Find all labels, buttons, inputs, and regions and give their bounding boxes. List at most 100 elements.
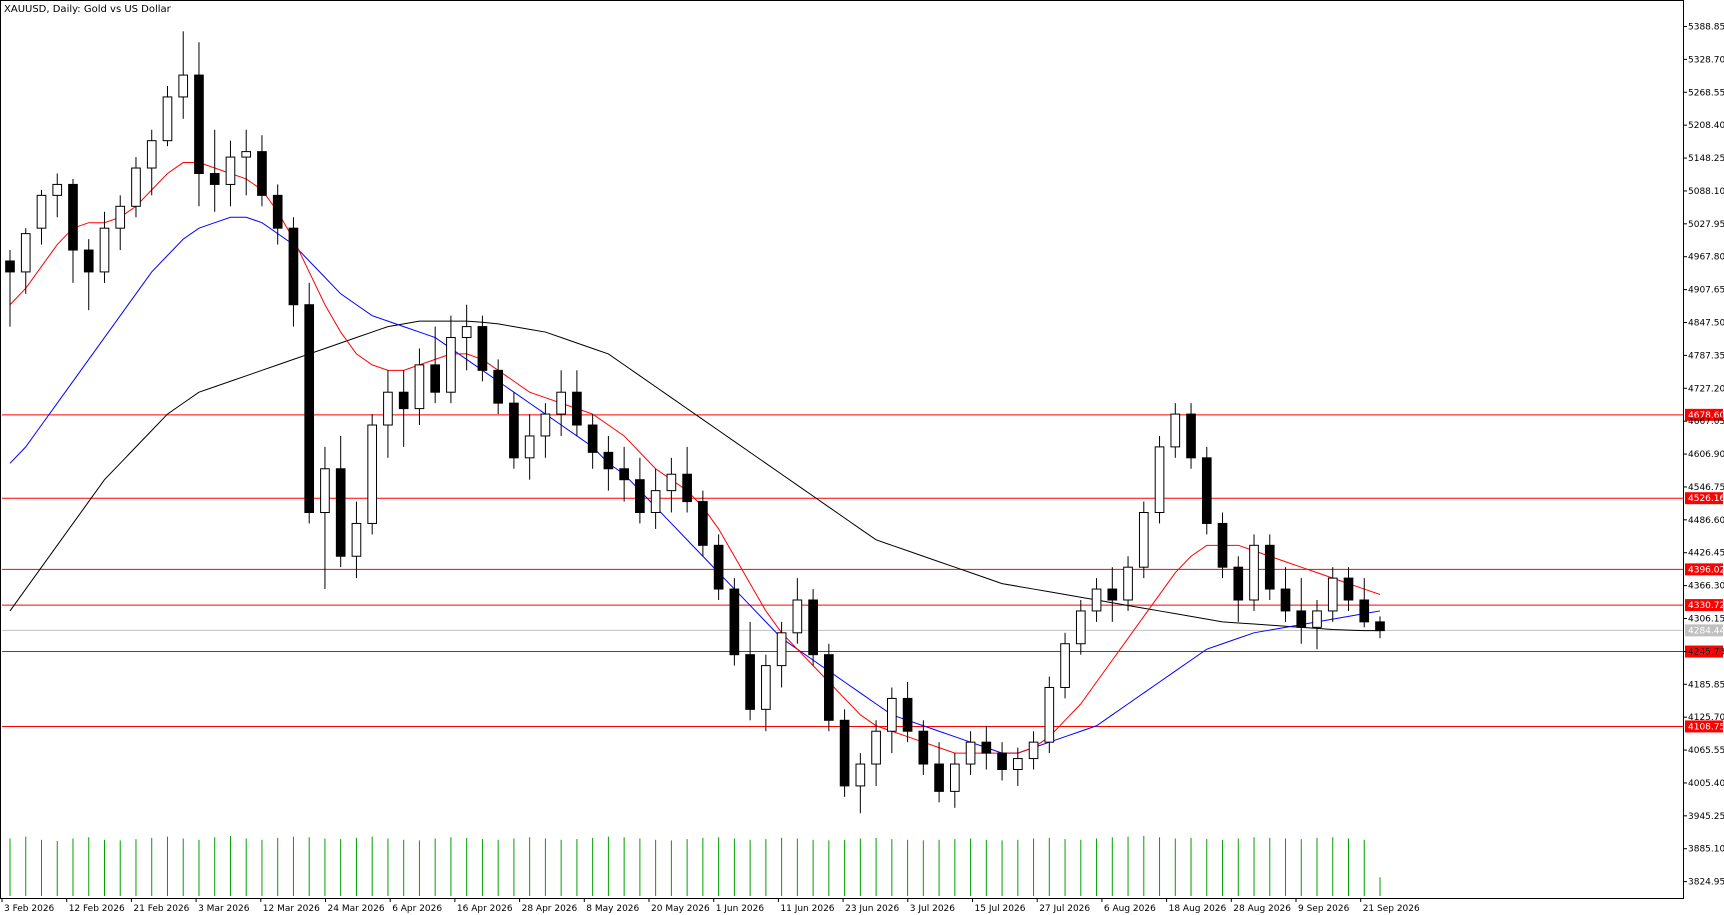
candle-body [1012, 758, 1023, 771]
x-tick-label: 1 Jun 2026 [716, 904, 765, 914]
candle-body [918, 730, 929, 765]
y-tick-label: 5328.70 [1688, 55, 1724, 65]
candle-body [131, 167, 141, 207]
candle-body [839, 719, 850, 787]
y-tick-label: 4245.73 [1688, 648, 1724, 658]
candle-body [698, 501, 708, 546]
candle-body [36, 194, 47, 229]
candle-body [1312, 610, 1322, 628]
level-label: 4330.72 [1688, 601, 1724, 611]
y-tick-label: 4667.05 [1688, 417, 1724, 427]
candle-body [603, 451, 614, 470]
x-tick-label: 6 Apr 2026 [392, 904, 442, 914]
x-tick-label: 6 Aug 2026 [1104, 904, 1156, 914]
level-label-bg [1685, 720, 1723, 733]
candle-body [682, 473, 692, 503]
candle-body [304, 304, 315, 514]
candle-body [776, 632, 787, 667]
candle-body [1359, 599, 1370, 623]
x-tick-label: 3 Mar 2026 [198, 904, 250, 914]
candle-body [887, 697, 897, 732]
candle-body [1296, 610, 1307, 628]
candle-body [1060, 643, 1070, 688]
y-tick-label: 5027.95 [1688, 220, 1724, 230]
y-tick-label: 4306.15 [1688, 615, 1724, 625]
volume-layer [9, 836, 1381, 896]
candle-body [99, 227, 110, 273]
candle-body [761, 665, 771, 710]
y-tick-label: 3824.95 [1688, 878, 1724, 888]
level-label-bg [1685, 408, 1723, 421]
x-tick-label: 3 Feb 2026 [4, 904, 55, 914]
candle-body [351, 522, 362, 557]
x-tick-label: 15 Jul 2026 [975, 904, 1026, 914]
plot-frame [0, 0, 1684, 899]
candle-body [446, 337, 456, 393]
moving-averages-layer [9, 162, 1381, 754]
y-tick-label: 4065.55 [1688, 746, 1724, 756]
x-tick-label: 8 May 2026 [586, 904, 639, 914]
candle-body [1028, 741, 1039, 760]
candle-body [556, 391, 566, 415]
x-tick-label: 21 Sep 2026 [1363, 904, 1420, 914]
x-tick-label: 24 Mar 2026 [328, 904, 385, 914]
candle-body [587, 424, 598, 453]
ma-fast-line [9, 162, 1381, 754]
level-label-bg [1685, 563, 1723, 576]
candle-body [1154, 446, 1165, 514]
candle-body [650, 490, 661, 514]
candle-body [320, 468, 330, 514]
candle-body [729, 588, 740, 656]
y-tick-label: 5388.85 [1688, 22, 1724, 32]
candle-body [808, 599, 818, 656]
ma-slow-line [9, 320, 1380, 632]
candle-body [902, 697, 913, 732]
y-tick-label: 4787.35 [1688, 351, 1724, 361]
candle-body [1201, 457, 1212, 524]
y-tick-label: 4486.60 [1688, 516, 1724, 526]
candle-body [713, 544, 724, 590]
candle-body [1091, 588, 1102, 612]
x-tick-label: 18 Aug 2026 [1169, 904, 1227, 914]
candle-body [461, 326, 472, 339]
x-tick-label: 28 Aug 2026 [1233, 904, 1291, 914]
y-tick-label: 4546.75 [1688, 483, 1724, 493]
candle-body [146, 140, 157, 169]
candle-body [414, 364, 425, 410]
level-label: 4245.73 [1688, 648, 1724, 658]
candle-body [1044, 686, 1055, 743]
candle-body [792, 599, 803, 634]
level-label: 4108.75 [1688, 722, 1724, 732]
level-label: 4396.02 [1688, 565, 1724, 575]
candle-body [398, 391, 409, 410]
y-tick-label: 4606.90 [1688, 450, 1724, 460]
candle-body [1107, 588, 1118, 601]
y-tick-label: 3885.10 [1688, 845, 1724, 855]
candle-body [194, 74, 204, 174]
candle-body [335, 468, 346, 557]
x-tick-label: 16 Apr 2026 [457, 904, 513, 914]
candle-body [68, 183, 78, 251]
candle-body [1186, 413, 1196, 459]
candle-body [20, 233, 31, 273]
candle-body [1327, 577, 1338, 612]
y-tick-label: 5208.40 [1688, 121, 1724, 131]
level-label: 4526.16 [1688, 494, 1724, 504]
y-tick-label: 5088.10 [1688, 187, 1724, 197]
candle-body [5, 260, 15, 273]
candle-body [178, 74, 189, 98]
candle-body [855, 763, 866, 787]
x-tick-label: 11 Jun 2026 [780, 904, 834, 914]
x-tick-label: 9 Sep 2026 [1298, 904, 1350, 914]
candle-body [949, 763, 960, 792]
y-tick-label: 4125.70 [1688, 713, 1724, 723]
level-label: 4678.60 [1688, 411, 1724, 421]
x-tick-label: 3 Jul 2026 [910, 904, 955, 914]
candle-body [1375, 621, 1385, 632]
candle-body [288, 227, 299, 306]
y-tick-label: 3945.25 [1688, 812, 1724, 822]
candle-body [477, 326, 488, 371]
candle-body [1249, 544, 1259, 601]
